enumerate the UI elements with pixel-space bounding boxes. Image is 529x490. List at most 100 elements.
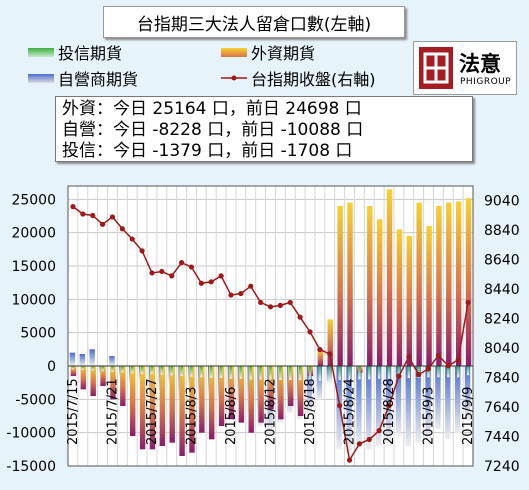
bar-foreign — [159, 366, 166, 446]
bar-trust — [427, 366, 430, 378]
bar-dealer — [435, 366, 441, 430]
close-line — [70, 204, 471, 463]
bar-foreign — [238, 366, 245, 423]
plot-border — [67, 185, 474, 467]
legend-label: 自營商期貨 — [58, 70, 139, 89]
bar-trust — [298, 366, 302, 380]
close-point — [346, 457, 353, 463]
bar-foreign — [149, 366, 156, 450]
close-point — [327, 351, 333, 357]
bar-trust — [190, 366, 193, 377]
bar-trust — [170, 366, 173, 376]
bar-trust — [121, 366, 124, 373]
bar-trust — [466, 366, 470, 376]
close-point — [277, 302, 283, 308]
legend-item-foreign: 外資期貨 — [221, 40, 315, 64]
bar-dealer — [109, 356, 115, 366]
bar-dealer — [375, 366, 382, 446]
bar-dealer — [346, 366, 352, 453]
bar-foreign — [218, 366, 225, 426]
bar-dealer — [89, 349, 95, 366]
close-point — [119, 226, 125, 232]
bar-foreign — [327, 319, 333, 366]
y-left-tick-label: 25000 — [11, 192, 56, 208]
x-tick-label: 2015/8/18 — [303, 378, 318, 445]
bar-trust — [209, 366, 213, 378]
bar-dealer — [464, 366, 471, 421]
logo-subtitle: PHIGROUP — [460, 77, 512, 87]
bar-trust — [368, 366, 371, 380]
bar-dealer — [425, 366, 431, 440]
bar-foreign — [337, 206, 343, 366]
close-point — [218, 273, 224, 279]
close-point — [297, 314, 303, 320]
close-point — [435, 352, 442, 359]
legend-swatch — [28, 47, 54, 57]
close-point — [159, 268, 165, 275]
bar-trust — [397, 366, 401, 378]
bars — [68, 189, 473, 456]
bar-foreign — [396, 229, 403, 366]
logo-mark-icon — [419, 47, 453, 89]
bar-foreign — [426, 226, 432, 366]
close-point — [267, 304, 274, 310]
close-point — [80, 211, 86, 217]
bar-foreign — [347, 202, 353, 366]
bar-foreign — [248, 366, 254, 433]
bar-dealer — [454, 366, 461, 434]
bar-dealer — [69, 352, 76, 366]
legend-label: 投信期貨 — [58, 44, 123, 63]
bar-trust — [180, 366, 183, 376]
x-tick-label: 2015/8/6 — [224, 387, 239, 445]
bar-dealer — [415, 366, 421, 443]
bar-foreign — [436, 206, 442, 366]
y-right-tick-label: 8440 — [484, 282, 520, 298]
close-point — [455, 357, 461, 363]
y-right-tick-label: 8640 — [484, 253, 520, 269]
bar-trust — [456, 366, 460, 378]
bar-dealer — [79, 354, 86, 366]
bar-foreign — [465, 198, 472, 366]
bar-foreign — [90, 366, 96, 396]
bar-trust — [358, 366, 361, 380]
bar-dealer — [445, 366, 451, 440]
bar-dealer — [405, 366, 412, 446]
brand-logo: 法意 PHIGROUP — [413, 41, 517, 95]
x-tick-label: 2015/9/3 — [422, 387, 437, 445]
close-point — [198, 280, 204, 286]
bar-trust — [101, 366, 104, 372]
logo-name: 法意 — [459, 52, 501, 76]
close-point — [356, 441, 363, 447]
close-point — [386, 402, 392, 409]
bar-trust — [279, 366, 282, 380]
bar-foreign — [406, 236, 413, 366]
gridlines — [67, 185, 474, 467]
bar-foreign — [297, 366, 304, 416]
summary-foreign: 外資：今日 25164 口，前日 24698 口 — [62, 99, 362, 119]
legend-label: 台指期收盤(右軸) — [251, 70, 376, 89]
y-left-tick-label: -5000 — [15, 392, 56, 408]
x-tick-label: 2015/8/28 — [382, 378, 397, 445]
bar-dealer — [306, 366, 313, 413]
close-point — [406, 354, 412, 360]
close-point — [169, 273, 175, 279]
close-point — [109, 214, 116, 220]
bar-trust — [407, 366, 411, 378]
legend-item-dealer: 自營商期貨 — [28, 66, 138, 90]
close-point — [376, 428, 382, 434]
y-right-tick-label: 8040 — [484, 341, 520, 357]
bar-foreign — [446, 202, 452, 366]
bar-foreign — [199, 366, 205, 433]
bar-trust — [387, 366, 391, 379]
legend-swatch — [221, 47, 247, 57]
close-point — [129, 236, 135, 242]
y-right-tick-label: 9040 — [484, 194, 520, 210]
bar-trust — [328, 366, 332, 381]
close-point — [90, 212, 96, 219]
legend-item-investment-trust: 投信期貨 — [28, 40, 122, 64]
bar-trust — [81, 366, 85, 370]
close-point — [317, 346, 323, 353]
y-right-tick-label: 7640 — [484, 400, 520, 416]
close-point — [366, 436, 372, 443]
